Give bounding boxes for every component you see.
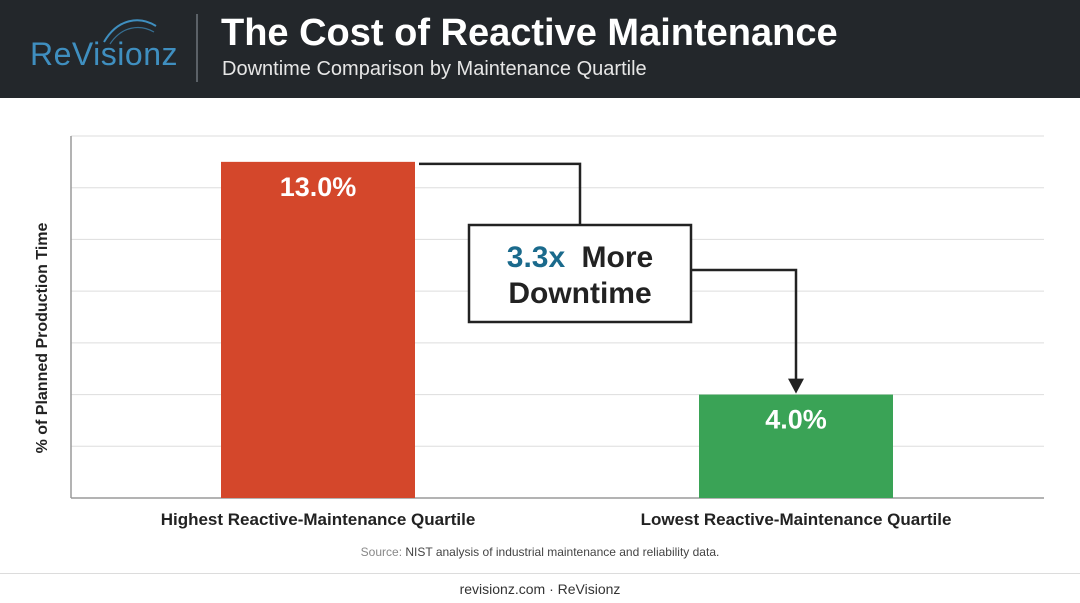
footer-divider <box>0 573 1080 574</box>
annotation-box-frame <box>467 223 693 324</box>
source-label: Source: <box>360 545 403 559</box>
connector-line-in <box>419 162 582 225</box>
header-divider <box>196 14 198 82</box>
svg-text:3.3x More: 3.3x More <box>507 241 653 274</box>
annotation-connector <box>419 162 804 394</box>
page-subtitle: Downtime Comparison by Maintenance Quart… <box>222 58 647 80</box>
category-labels: Highest Reactive-Maintenance Quartile Low… <box>161 510 952 529</box>
logo: ReVisionz <box>30 36 178 72</box>
category-label: Highest Reactive-Maintenance Quartile <box>161 510 476 529</box>
page-title: The Cost of Reactive Maintenance <box>221 12 838 54</box>
source-text: NIST analysis of industrial maintenance … <box>405 545 720 559</box>
annotation-highlight: 3.3x <box>507 241 566 274</box>
bar-value-label: 13.0% <box>280 172 357 202</box>
annotation-text-rest: More <box>582 241 654 274</box>
source-note: Source: NIST analysis of industrial main… <box>0 545 1080 559</box>
annotation-text-line2: Downtime <box>508 277 651 310</box>
logo-swoosh-icon <box>103 19 157 45</box>
arrow-head-icon <box>788 378 804 394</box>
connector-line-out <box>691 268 798 381</box>
footer: revisionz.com · ReVisionz <box>459 581 621 597</box>
bars: 13.0% 4.0% <box>221 161 893 498</box>
bar-1 <box>221 161 415 498</box>
annotation-box: 3.3x More Downtime <box>467 223 693 324</box>
y-axis-label: % of Planned Production Time <box>34 222 51 453</box>
category-label: Lowest Reactive-Maintenance Quartile <box>641 510 952 529</box>
bar-chart: % of Planned Production Time 13.0% 4.0% 3… <box>34 135 1044 529</box>
bar-value-label: 4.0% <box>765 405 827 435</box>
header: ReVisionz The Cost of Reactive Maintenan… <box>0 0 1080 98</box>
bar-2 <box>699 394 893 498</box>
